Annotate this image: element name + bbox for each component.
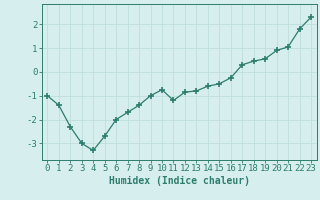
- X-axis label: Humidex (Indice chaleur): Humidex (Indice chaleur): [109, 176, 250, 186]
